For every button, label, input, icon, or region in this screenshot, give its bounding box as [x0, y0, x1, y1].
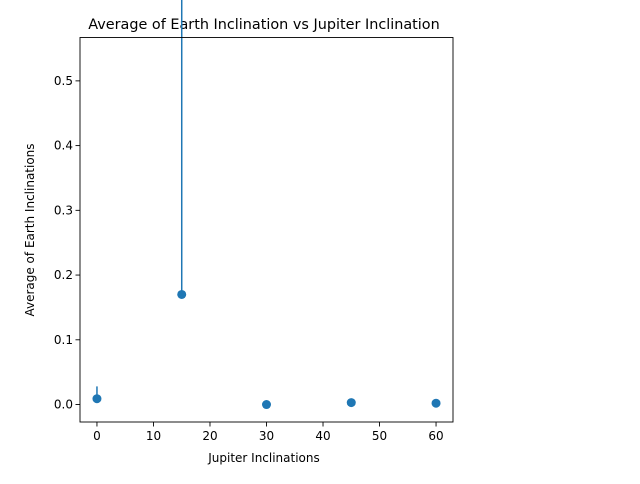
y-axis: 0.0 0.1 0.2 0.3 0.4 0.5: [54, 74, 80, 412]
x-axis: 0 10 20 30 40 50 60: [93, 422, 444, 443]
x-tick-label-4: 40: [315, 429, 330, 443]
y-tick-label-5: 0.5: [54, 74, 73, 88]
data-point-4: [431, 398, 441, 408]
errorbars-group: [96, 0, 437, 405]
data-point-3: [346, 398, 356, 408]
x-tick-label-3: 30: [259, 429, 274, 443]
x-tick-label-6: 60: [428, 429, 443, 443]
x-tick-label-0: 0: [93, 429, 101, 443]
x-axis-label: Jupiter Inclinations: [207, 451, 320, 465]
data-point-1: [177, 289, 187, 299]
y-tick-label-4: 0.4: [54, 139, 73, 153]
y-tick-label-0: 0.0: [54, 398, 73, 412]
data-point-0: [92, 394, 102, 404]
x-tick-label-1: 10: [146, 429, 161, 443]
x-tick-label-5: 50: [372, 429, 387, 443]
y-axis-label: Average of Earth Inclinations: [23, 143, 37, 316]
y-tick-label-3: 0.3: [54, 203, 73, 217]
markers-group: [92, 289, 441, 410]
y-tick-label-2: 0.2: [54, 268, 73, 282]
plot-frame: [79, 37, 454, 423]
x-tick-label-2: 20: [202, 429, 217, 443]
y-tick-label-1: 0.1: [54, 333, 73, 347]
chart-title: Average of Earth Inclination vs Jupiter …: [88, 17, 439, 33]
data-point-2: [262, 400, 271, 410]
